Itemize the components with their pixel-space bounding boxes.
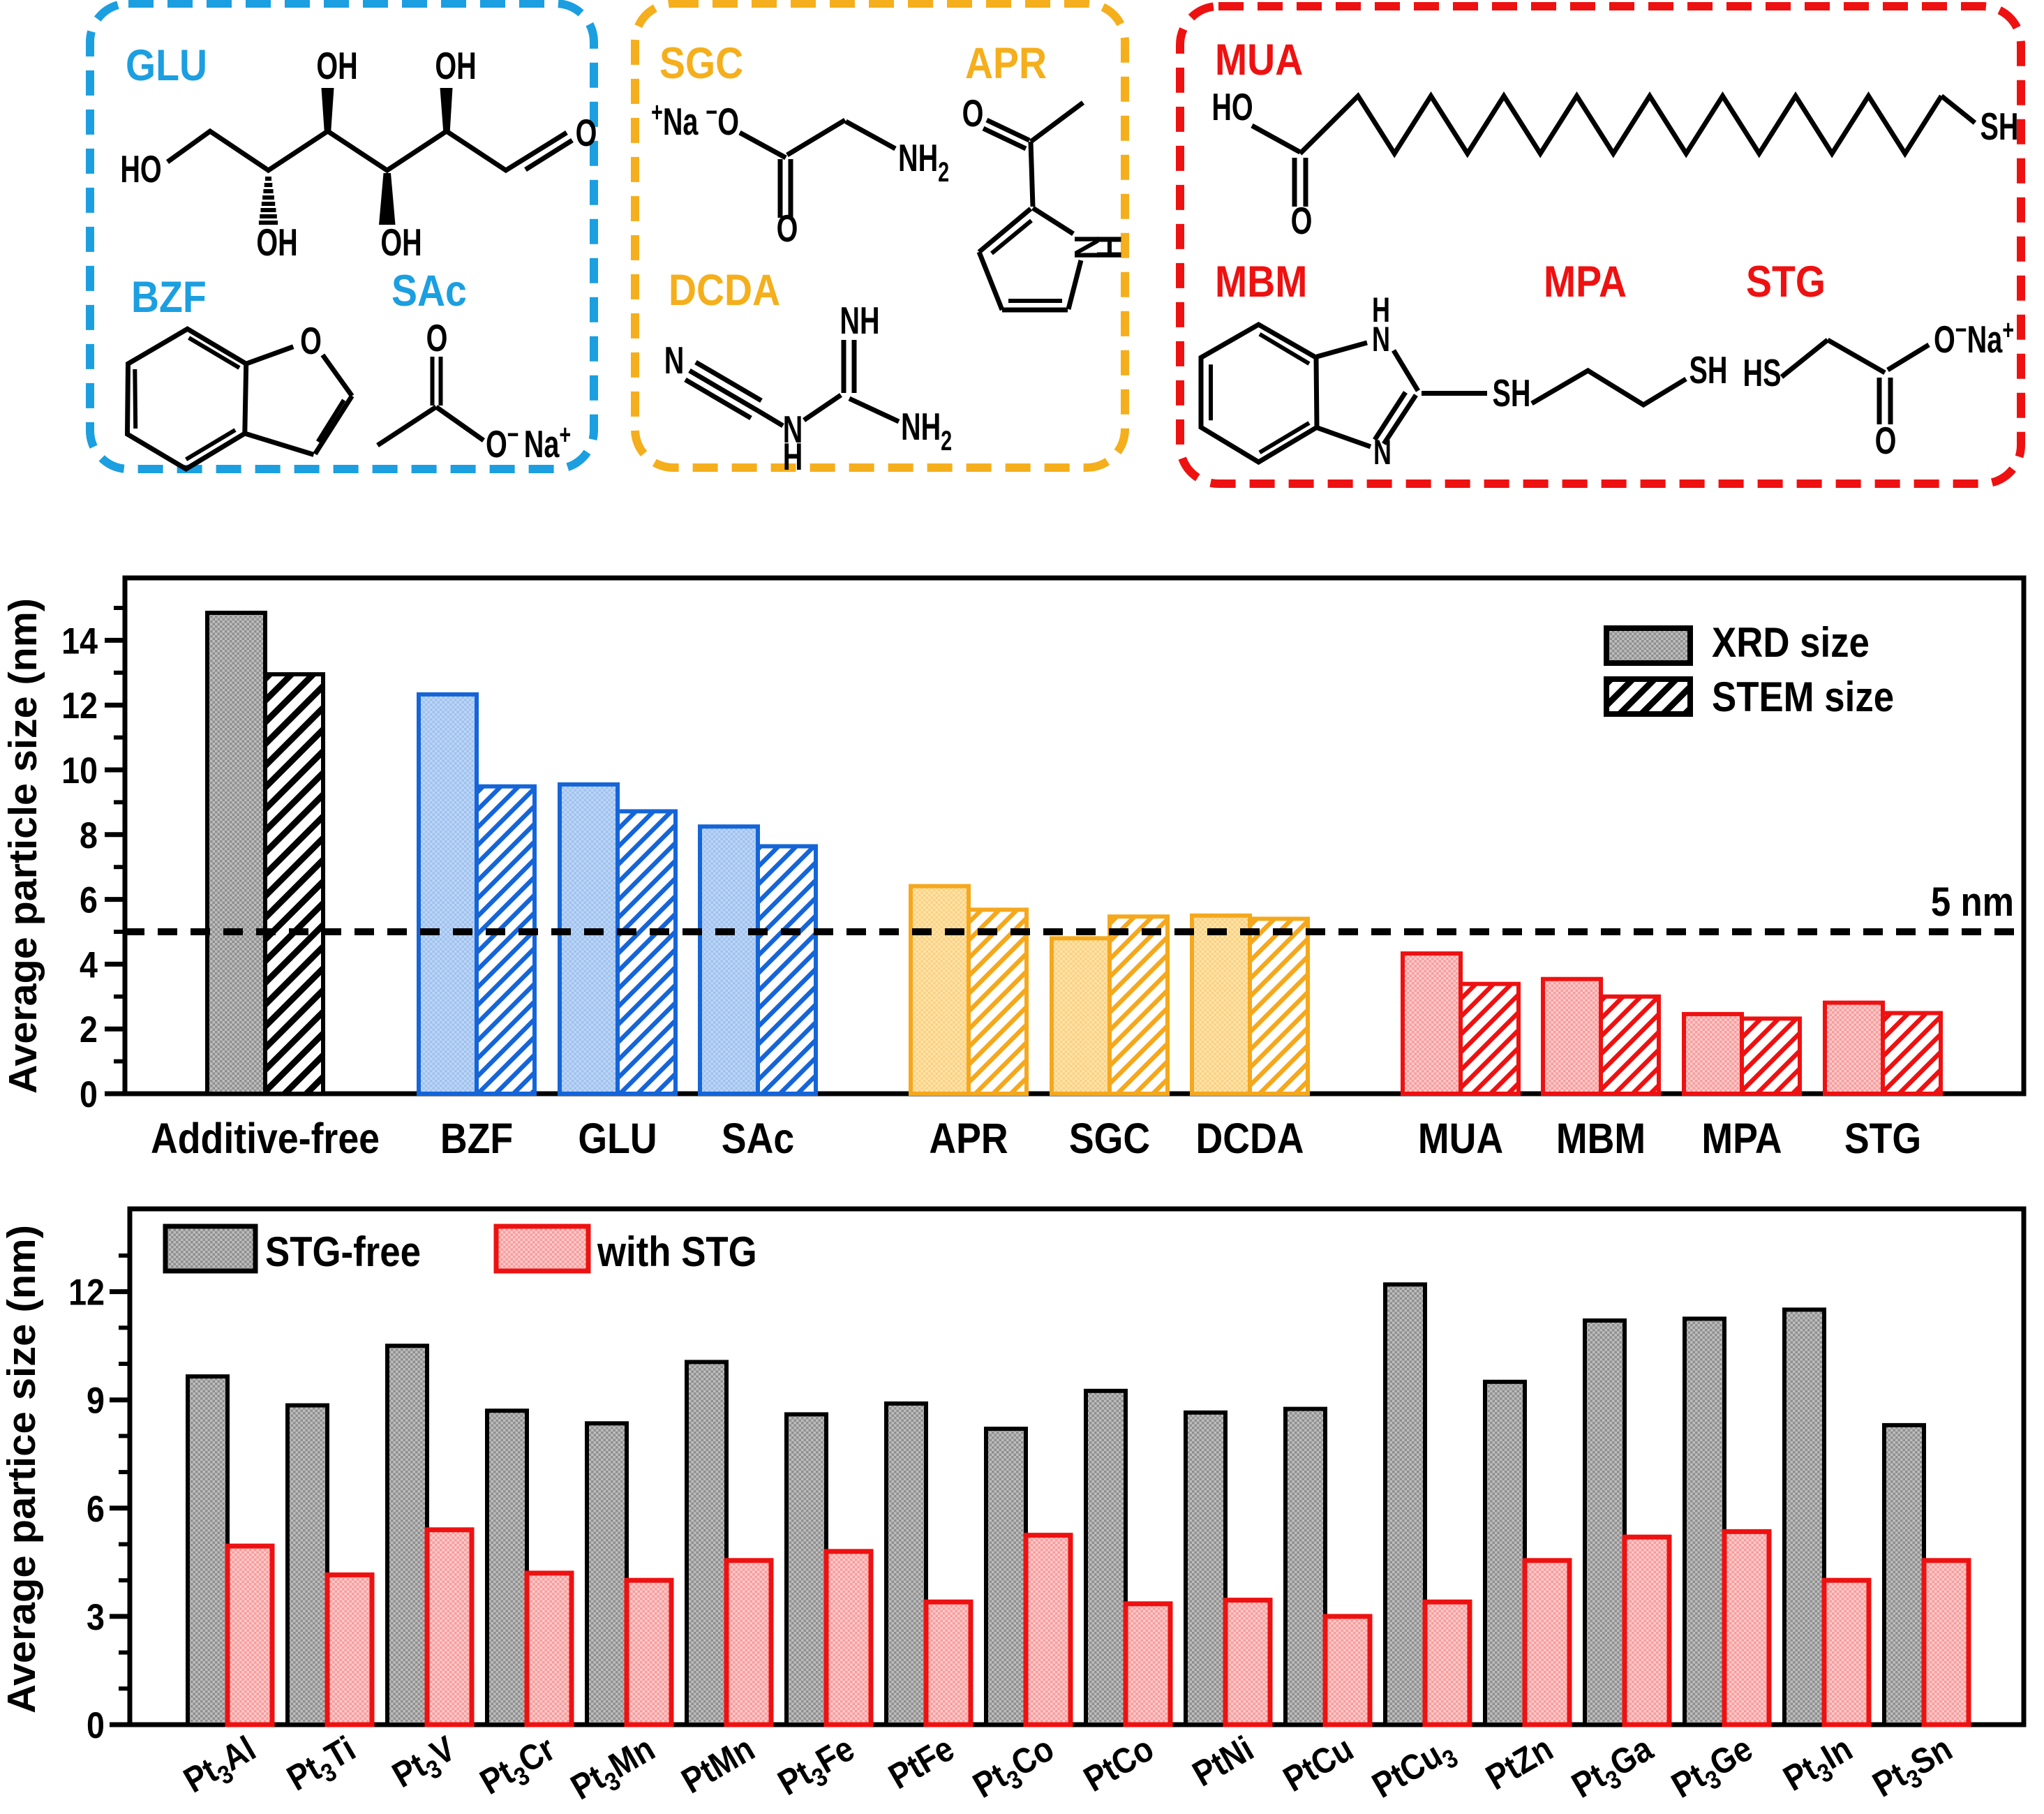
- svg-text:Average particle size (nm): Average particle size (nm): [1, 598, 45, 1094]
- svg-text:OH: OH: [380, 222, 422, 265]
- svg-text:SH: SH: [1980, 106, 2018, 149]
- svg-text:SH: SH: [1492, 373, 1530, 415]
- svg-text:O: O: [426, 318, 448, 360]
- svg-text:SAc: SAc: [722, 1115, 794, 1163]
- svg-text:BZF: BZF: [440, 1115, 513, 1163]
- svg-text:3: 3: [87, 1596, 105, 1637]
- svg-text:H: H: [1089, 235, 1128, 260]
- svg-text:N: N: [664, 340, 685, 382]
- svg-text:O−Na+: O−Na+: [486, 419, 571, 466]
- svg-text:9: 9: [87, 1380, 105, 1421]
- svg-text:+Na −O: +Na −O: [651, 96, 739, 143]
- svg-text:HS: HS: [1743, 352, 1781, 395]
- svg-text:STG: STG: [1844, 1115, 1921, 1163]
- svg-text:HO: HO: [1211, 87, 1253, 129]
- svg-text:MBM: MBM: [1215, 257, 1307, 306]
- svg-text:MPA: MPA: [1544, 257, 1627, 306]
- svg-text:12: 12: [61, 685, 98, 726]
- svg-text:O: O: [576, 112, 597, 155]
- svg-text:OH: OH: [435, 45, 476, 88]
- svg-text:14: 14: [61, 620, 98, 662]
- svg-text:XRD size: XRD size: [1712, 619, 1870, 666]
- svg-text:Additive-free: Additive-free: [151, 1115, 380, 1163]
- svg-text:SGC: SGC: [659, 38, 743, 88]
- svg-text:OH: OH: [316, 45, 357, 88]
- svg-text:O: O: [300, 320, 322, 363]
- svg-text:SH: SH: [1689, 350, 1727, 392]
- svg-text:STG: STG: [1746, 257, 1826, 306]
- svg-text:MBM: MBM: [1556, 1115, 1646, 1163]
- svg-text:6: 6: [87, 1488, 105, 1529]
- svg-text:O: O: [1291, 200, 1313, 243]
- svg-text:MUA: MUA: [1418, 1115, 1503, 1163]
- svg-text:5 nm: 5 nm: [1931, 879, 2014, 925]
- svg-text:HO: HO: [120, 149, 161, 191]
- svg-text:SGC: SGC: [1069, 1115, 1150, 1163]
- svg-text:with STG: with STG: [597, 1228, 757, 1275]
- svg-text:BZF: BZF: [131, 272, 207, 322]
- svg-text:N: N: [1067, 235, 1106, 260]
- svg-text:MPA: MPA: [1701, 1115, 1782, 1163]
- svg-text:H: H: [1372, 291, 1390, 329]
- svg-text:O−Na+: O−Na+: [1934, 314, 2014, 361]
- svg-text:N: N: [1373, 433, 1392, 472]
- svg-text:H: H: [783, 436, 803, 479]
- svg-text:0: 0: [80, 1073, 98, 1115]
- svg-text:DCDA: DCDA: [1195, 1115, 1304, 1163]
- svg-text:N: N: [783, 409, 803, 452]
- svg-text:SAc: SAc: [391, 266, 467, 315]
- svg-text:6: 6: [80, 879, 98, 921]
- svg-text:STEM size: STEM size: [1712, 674, 1894, 720]
- svg-text:8: 8: [80, 815, 98, 856]
- svg-text:O: O: [962, 93, 984, 135]
- svg-text:STG-free: STG-free: [265, 1228, 421, 1275]
- svg-text:APR: APR: [965, 38, 1047, 88]
- svg-text:10: 10: [61, 750, 98, 791]
- svg-text:NH: NH: [840, 300, 879, 343]
- svg-text:GLU: GLU: [578, 1115, 657, 1163]
- svg-text:4: 4: [80, 944, 98, 986]
- svg-text:2: 2: [80, 1009, 98, 1050]
- svg-text:12: 12: [68, 1272, 105, 1313]
- svg-text:GLU: GLU: [126, 40, 207, 90]
- svg-text:DCDA: DCDA: [669, 265, 780, 315]
- svg-text:Average partice size (nm): Average partice size (nm): [0, 1225, 44, 1713]
- svg-text:N: N: [1372, 320, 1390, 359]
- svg-text:APR: APR: [929, 1115, 1008, 1163]
- svg-text:O: O: [777, 208, 798, 251]
- svg-text:O: O: [1875, 420, 1897, 463]
- svg-text:OH: OH: [256, 222, 297, 265]
- svg-text:0: 0: [87, 1704, 105, 1746]
- svg-text:MUA: MUA: [1215, 35, 1303, 84]
